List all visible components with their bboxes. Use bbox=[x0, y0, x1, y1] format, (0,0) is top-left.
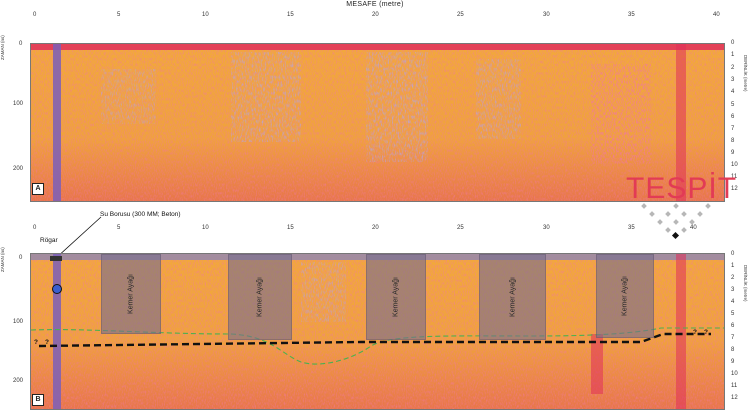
x-axis-top-a: 0 5 10 15 20 25 30 35 40 bbox=[0, 12, 750, 22]
depth-axis-label-a: DERİNLİK (metre) bbox=[743, 55, 748, 92]
depth-tick: 3 bbox=[731, 77, 735, 83]
x-tick: 35 bbox=[628, 225, 635, 231]
arch-foot-label: Kemer Ayağı bbox=[127, 274, 135, 314]
manhole-label: Rögar bbox=[40, 237, 58, 244]
x-tick: 15 bbox=[287, 12, 294, 18]
time-tick: 0 bbox=[19, 41, 23, 47]
x-tick: 25 bbox=[457, 225, 464, 231]
panel-label-b: B bbox=[32, 394, 44, 406]
depth-axis-label-b: DERİNLİK (metre) bbox=[743, 265, 748, 302]
time-tick: 100 bbox=[13, 319, 24, 325]
x-tick: 10 bbox=[202, 225, 209, 231]
depth-tick: 10 bbox=[731, 371, 738, 377]
radargram-panel-b: Kemer Ayağı Kemer Ayağı Kemer Ayağı Keme… bbox=[30, 253, 725, 410]
depth-tick: 2 bbox=[731, 65, 735, 71]
x-tick: 5 bbox=[117, 225, 121, 231]
depth-tick: 12 bbox=[731, 186, 738, 192]
arch-foot-label: Kemer Ayağı bbox=[256, 277, 264, 317]
x-tick: 20 bbox=[372, 225, 379, 231]
radargram-panel-a: A bbox=[30, 43, 725, 202]
depth-tick: 3 bbox=[731, 287, 735, 293]
unknown-mark: ? bbox=[45, 339, 49, 346]
arch-foot-block: Kemer Ayağı bbox=[366, 254, 426, 340]
depth-tick: 12 bbox=[731, 395, 738, 401]
depth-tick: 9 bbox=[731, 150, 735, 156]
logo-diamond-pattern bbox=[641, 203, 711, 240]
time-tick: 200 bbox=[13, 166, 24, 172]
x-tick: 40 bbox=[713, 12, 720, 18]
x-tick: 15 bbox=[287, 225, 294, 231]
logo-text: TESPİT bbox=[626, 172, 738, 205]
x-tick: 0 bbox=[33, 12, 37, 18]
pipe-leader-line bbox=[55, 216, 102, 259]
arch-foot-block: Kemer Ayağı bbox=[479, 254, 546, 340]
arch-foot-block: Kemer Ayağı bbox=[101, 254, 161, 334]
depth-tick: 7 bbox=[731, 126, 735, 132]
depth-tick: 0 bbox=[731, 251, 735, 257]
x-tick: 30 bbox=[543, 12, 550, 18]
depth-tick: 6 bbox=[731, 323, 735, 329]
depth-axis-b: 0 1 2 3 4 5 6 7 8 9 10 11 12 bbox=[731, 251, 743, 411]
time-axis-label-a: ZAMAN (ns) bbox=[0, 35, 5, 60]
time-tick: 100 bbox=[13, 101, 24, 107]
unknown-mark: ? bbox=[704, 329, 708, 336]
unknown-mark: ? bbox=[34, 339, 38, 346]
x-tick: 30 bbox=[543, 225, 550, 231]
arch-foot-block: Kemer Ayağı bbox=[228, 254, 292, 340]
depth-tick: 4 bbox=[731, 299, 735, 305]
depth-tick: 0 bbox=[731, 40, 735, 46]
pipe-label: Su Borusu (300 MM; Beton) bbox=[100, 211, 181, 218]
x-tick: 0 bbox=[33, 225, 37, 231]
pipe-marker bbox=[52, 284, 62, 294]
time-tick: 200 bbox=[13, 378, 24, 384]
arch-foot-label: Kemer Ayağı bbox=[621, 276, 629, 316]
axis-title: MESAFE (metre) bbox=[346, 1, 404, 8]
arch-foot-block: Kemer Ayağı bbox=[596, 254, 654, 338]
x-tick: 20 bbox=[372, 12, 379, 18]
time-tick: 0 bbox=[19, 255, 23, 261]
manhole-marker bbox=[50, 256, 62, 261]
x-tick: 10 bbox=[202, 12, 209, 18]
depth-tick: 2 bbox=[731, 275, 735, 281]
time-axis-label-b: ZAMAN (ns) bbox=[0, 247, 5, 272]
x-tick: 25 bbox=[457, 12, 464, 18]
arch-foot-label: Kemer Ayağı bbox=[509, 277, 516, 317]
depth-tick: 9 bbox=[731, 359, 735, 365]
depth-tick: 8 bbox=[731, 138, 735, 144]
depth-tick: 6 bbox=[731, 114, 735, 120]
logo: TESPİT bbox=[622, 172, 736, 244]
depth-tick: 5 bbox=[731, 102, 735, 108]
depth-tick: 8 bbox=[731, 347, 735, 353]
x-axis-top-b: 0 5 10 15 20 25 30 35 40 bbox=[0, 225, 750, 235]
depth-tick: 11 bbox=[731, 383, 738, 389]
depth-tick: 10 bbox=[731, 162, 738, 168]
unknown-mark: ? bbox=[693, 329, 697, 336]
arch-foot-label: Kemer Ayağı bbox=[392, 277, 400, 317]
x-tick: 5 bbox=[117, 12, 121, 18]
depth-tick: 1 bbox=[731, 52, 735, 58]
depth-axis-a: 0 1 2 3 4 5 6 7 8 9 10 11 12 bbox=[731, 40, 743, 200]
depth-tick: 5 bbox=[731, 311, 735, 317]
x-tick: 40 bbox=[690, 225, 697, 231]
depth-tick: 11 bbox=[731, 174, 738, 180]
panel-label-a: A bbox=[32, 183, 44, 195]
depth-tick: 1 bbox=[731, 263, 735, 269]
x-tick: 35 bbox=[628, 12, 635, 18]
depth-tick: 4 bbox=[731, 89, 735, 95]
radargram-a bbox=[31, 44, 724, 201]
depth-tick: 7 bbox=[731, 335, 735, 341]
